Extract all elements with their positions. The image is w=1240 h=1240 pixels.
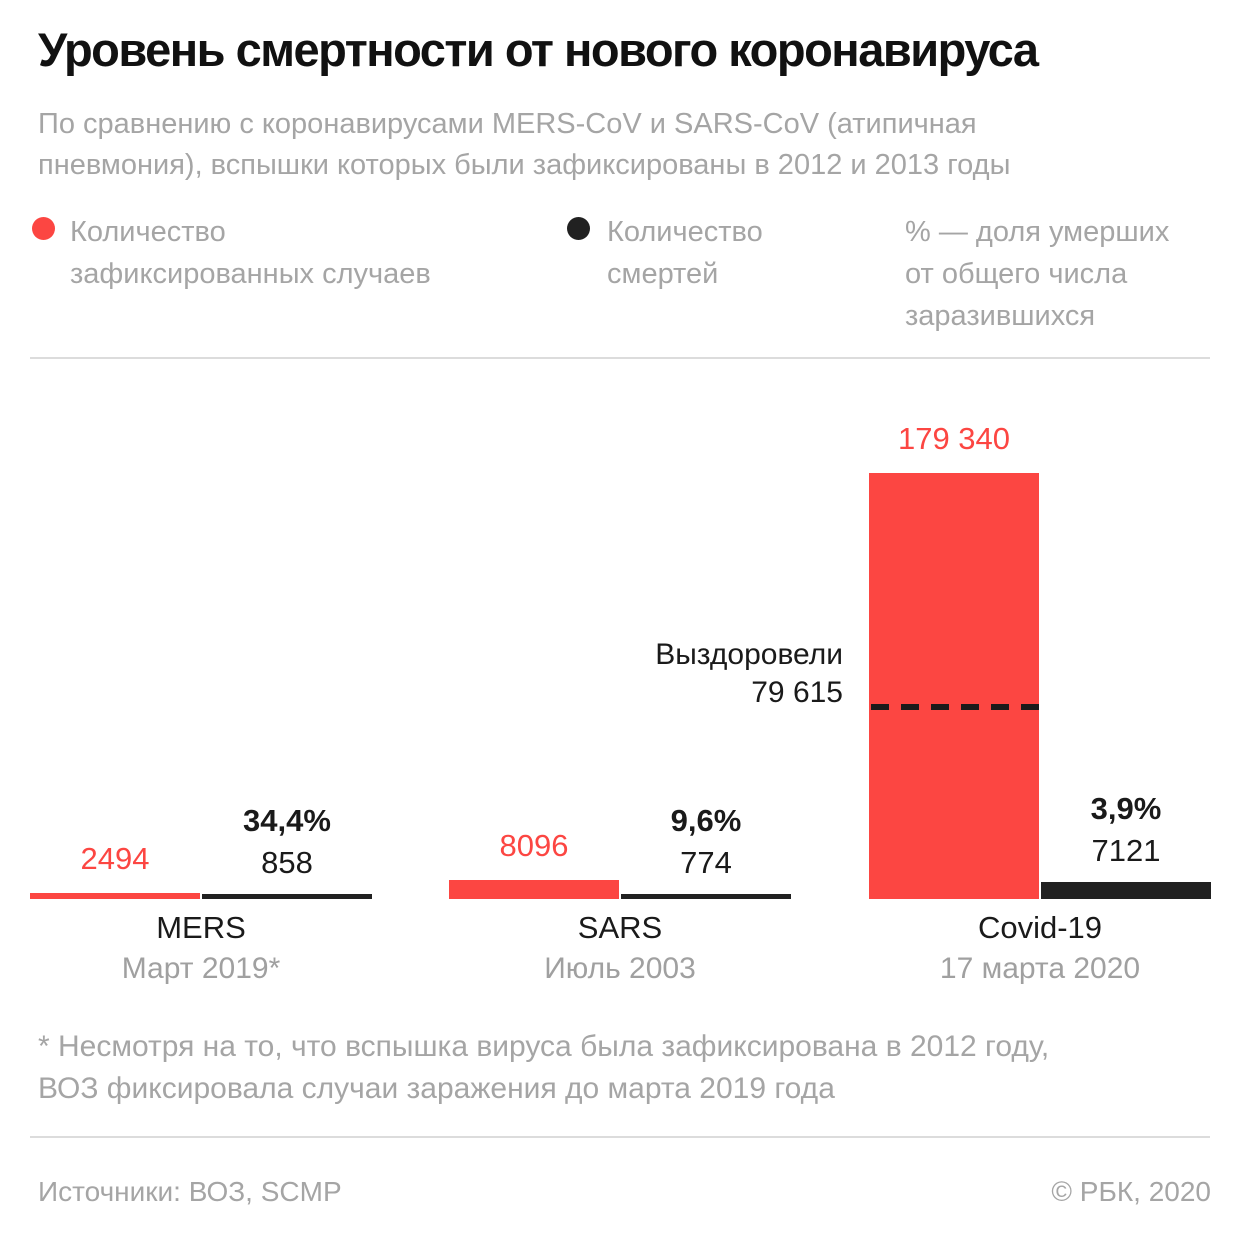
mers-deaths-bar xyxy=(202,894,372,899)
sources-label: Источники: ВОЗ, SCMP xyxy=(38,1176,342,1207)
copyright-label: © РБК, 2020 xyxy=(1051,1176,1211,1207)
sars-cases-bar xyxy=(449,880,619,899)
covid19-category-label: Covid-19 xyxy=(977,910,1103,945)
mers-deaths-value: 858 xyxy=(261,845,313,880)
sars-deaths-bar xyxy=(621,894,791,899)
footnote: * Несмотря на то, что вспышка вируса был… xyxy=(38,1026,1049,1110)
cases-legend-dot-icon xyxy=(32,217,55,240)
sars-category-label: SARS xyxy=(577,910,663,945)
covid19-mortality-block: 3,9% 7121 xyxy=(1041,788,1211,872)
mers-mortality-block: 34,4% 858 xyxy=(202,800,372,884)
deaths-legend-label: Количество смертей xyxy=(607,216,763,290)
footnote-line-2: ВОЗ фиксировала случаи заражения до март… xyxy=(38,1072,835,1105)
bar-group-covid19: 179 340 3,9% 7121 Covid-19 17 марта 2020 xyxy=(869,0,1211,1240)
sars-cases-value: 8096 xyxy=(499,828,569,863)
recovered-annotation-label: Выздоровели xyxy=(655,638,843,671)
mers-category-label: MERS xyxy=(156,910,246,945)
mers-cases-bar xyxy=(30,893,200,899)
mers-date-label: Март 2019* xyxy=(121,952,281,985)
covid19-cases-value: 179 340 xyxy=(897,421,1011,456)
recovered-annotation-value: 79 615 xyxy=(751,676,843,709)
deaths-legend-dot-icon xyxy=(567,217,590,240)
mers-mortality-rate: 34,4% xyxy=(243,803,331,838)
covid19-date-label: 17 марта 2020 xyxy=(939,952,1141,985)
subtitle: По сравнению с коронавирусами MERS-CoV и… xyxy=(38,104,1010,186)
covid19-mortality-rate: 3,9% xyxy=(1090,791,1162,826)
bottom-divider xyxy=(30,1136,1210,1138)
covid19-deaths-value: 7121 xyxy=(1091,833,1161,868)
sars-deaths-value: 774 xyxy=(680,845,732,880)
footnote-line-1: * Несмотря на то, что вспышка вируса был… xyxy=(38,1030,1050,1063)
bar-group-mers: 2494 34,4% 858 MERS Март 2019* xyxy=(30,0,372,1240)
cases-legend-label: Количество зафиксированных случаев xyxy=(70,216,431,290)
sars-mortality-block: 9,6% 774 xyxy=(621,800,791,884)
bar-group-sars: 8096 9,6% 774 SARS Июль 2003 xyxy=(449,0,791,1240)
covid19-deaths-bar xyxy=(1041,882,1211,899)
recovered-annotation: Выздоровели 79 615 xyxy=(655,636,843,712)
subtitle-line-1: По сравнению с коронавирусами MERS-CoV и… xyxy=(38,108,977,140)
subtitle-line-2: пневмония), вспышки которых были зафикси… xyxy=(38,149,1011,181)
covid19-cases-bar xyxy=(869,473,1039,899)
recovered-dashed-line xyxy=(869,704,1039,710)
percent-note-label: % — доля умерших от общего числа заразив… xyxy=(905,216,1170,332)
sars-mortality-rate: 9,6% xyxy=(670,803,742,838)
top-divider xyxy=(30,357,1210,359)
mers-cases-value: 2494 xyxy=(80,841,150,876)
sars-date-label: Июль 2003 xyxy=(544,952,696,985)
page-title: Уровень смертности от нового коронавирус… xyxy=(38,23,1039,76)
